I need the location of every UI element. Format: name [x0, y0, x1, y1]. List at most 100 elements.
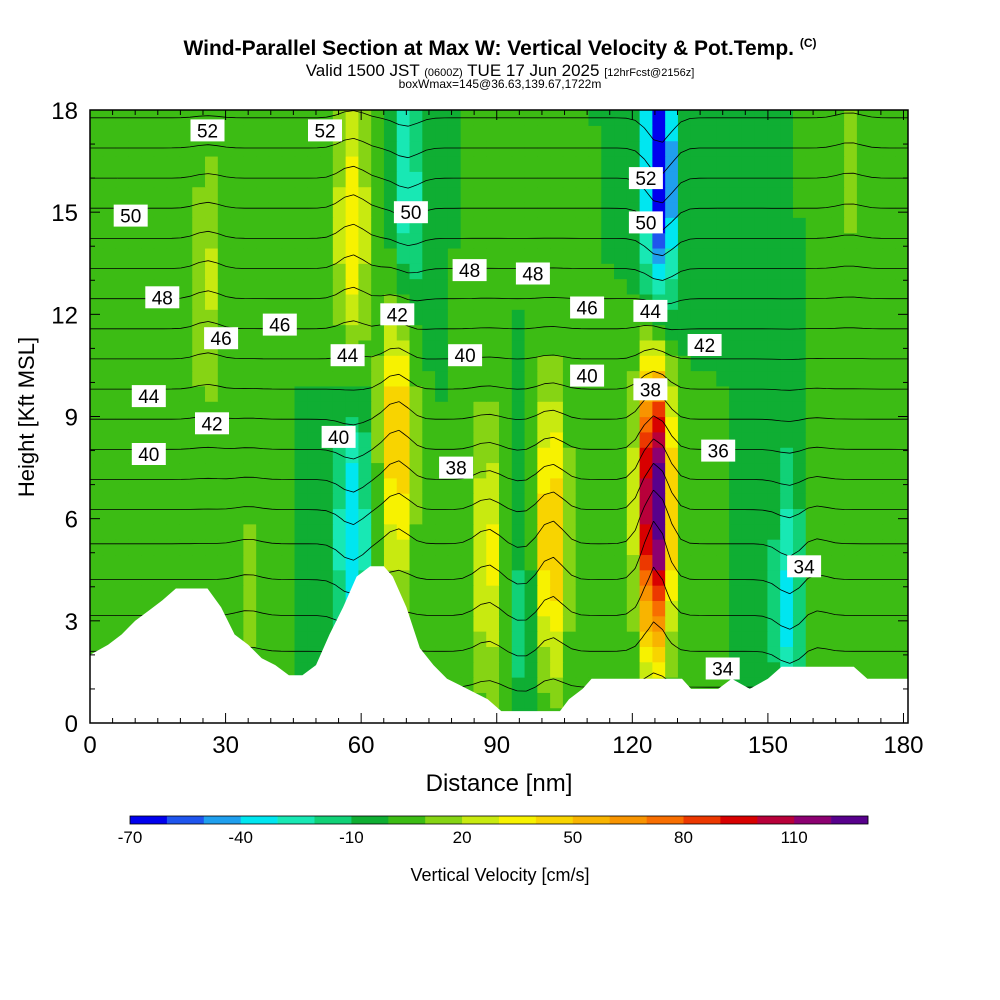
w-cell	[268, 401, 283, 418]
w-cell	[614, 324, 628, 341]
w-cell	[409, 431, 423, 448]
w-cell	[767, 585, 781, 601]
w-cell	[486, 125, 500, 142]
theta-label-box	[570, 364, 605, 387]
w-cell	[422, 493, 436, 510]
w-cell	[729, 232, 743, 249]
w-cell	[460, 661, 475, 678]
w-cell	[294, 462, 308, 479]
w-cell	[665, 631, 679, 647]
colorbar-tick-label: 50	[563, 828, 582, 847]
w-cell	[703, 600, 717, 617]
w-cell	[537, 385, 551, 402]
colorbar-tick-label: -70	[118, 828, 143, 847]
w-cell	[435, 155, 449, 172]
w-cell	[460, 569, 475, 586]
w-cell	[409, 585, 423, 601]
w-cell	[869, 293, 884, 310]
w-cell	[486, 201, 500, 218]
w-cell	[677, 370, 692, 387]
w-cell	[243, 355, 257, 372]
w-cell	[588, 339, 602, 356]
w-cell	[179, 171, 193, 188]
w-cell	[153, 201, 168, 218]
w-cell	[652, 600, 666, 617]
w-cell	[307, 477, 321, 494]
theta-label: 42	[195, 412, 229, 435]
w-cell	[856, 278, 871, 295]
colorbar-swatch	[609, 816, 647, 824]
w-cell	[588, 155, 602, 172]
w-cell	[844, 401, 858, 418]
w-cell	[754, 171, 769, 188]
w-cell	[550, 278, 564, 295]
w-cell	[780, 217, 794, 234]
w-cell	[665, 447, 679, 464]
w-cell	[677, 600, 692, 617]
w-cell	[499, 661, 513, 678]
w-cell	[435, 201, 449, 218]
w-cell	[473, 508, 487, 525]
w-cell	[805, 155, 820, 172]
w-cell	[320, 462, 334, 479]
w-cell	[780, 462, 794, 479]
w-cell	[217, 155, 232, 172]
w-cell	[166, 155, 181, 172]
theta-label-text: 50	[400, 203, 421, 224]
w-cell	[767, 554, 781, 571]
w-cell	[626, 661, 641, 678]
w-cell	[562, 324, 577, 341]
w-cell	[422, 401, 436, 418]
w-cell	[294, 554, 308, 571]
w-cell	[320, 232, 334, 249]
chart-title: Wind-Parallel Section at Max W: Vertical…	[183, 36, 817, 60]
w-cell	[780, 416, 794, 433]
w-cell	[665, 171, 679, 188]
w-cell	[268, 339, 283, 356]
w-cell	[320, 585, 334, 601]
w-cell	[524, 355, 538, 372]
w-cell	[115, 140, 129, 157]
w-cell	[588, 462, 602, 479]
w-cell	[665, 155, 679, 172]
w-cell	[345, 155, 360, 172]
w-cell	[205, 217, 219, 234]
w-cell	[882, 155, 896, 172]
w-cell	[268, 247, 283, 264]
w-cell	[409, 125, 423, 142]
w-cell	[499, 339, 513, 356]
w-cell	[499, 585, 513, 601]
w-cell	[486, 585, 500, 601]
w-cell	[358, 155, 372, 172]
w-cell	[792, 293, 807, 310]
w-cell	[537, 646, 551, 663]
w-cell	[447, 217, 462, 234]
w-cell	[166, 493, 181, 510]
w-cell	[102, 247, 117, 264]
w-cell	[230, 186, 244, 203]
w-cell	[268, 140, 283, 157]
w-cell	[192, 462, 206, 479]
w-cell	[818, 600, 832, 617]
w-cell	[153, 171, 168, 188]
w-cell	[626, 631, 641, 647]
w-cell	[166, 508, 181, 525]
w-cell	[166, 125, 181, 142]
w-cell	[601, 232, 615, 249]
w-cell	[856, 462, 871, 479]
w-cell	[141, 309, 155, 326]
w-cell	[128, 309, 142, 326]
w-cell	[588, 278, 602, 295]
theta-label: 46	[204, 327, 239, 350]
w-cell	[230, 370, 244, 387]
w-cell	[153, 477, 168, 494]
w-cell	[882, 523, 896, 540]
w-cell	[447, 171, 462, 188]
w-cell	[332, 309, 347, 326]
w-cell	[179, 232, 193, 249]
w-cell	[486, 447, 500, 464]
w-cell	[588, 631, 602, 647]
w-cell	[268, 232, 283, 249]
w-cell	[780, 309, 794, 326]
w-cell	[345, 554, 360, 571]
